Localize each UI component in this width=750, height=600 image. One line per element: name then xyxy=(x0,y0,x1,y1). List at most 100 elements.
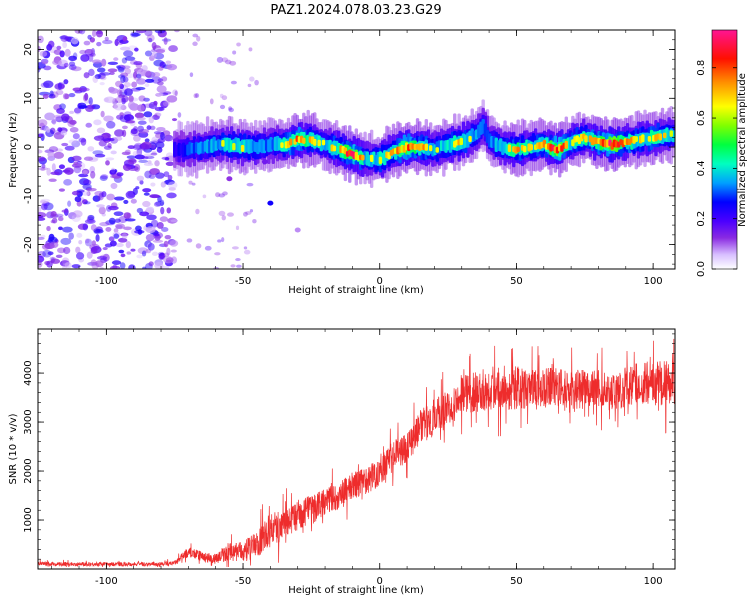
snr-ticks: -100 -50 0 50 100 1000 2000 3000 4000 xyxy=(23,329,675,587)
heatmap-cell xyxy=(160,131,165,140)
heatmap-cell xyxy=(60,130,68,136)
heatmap-cell xyxy=(55,89,64,96)
heatmap-cell xyxy=(108,137,115,142)
heatmap-cell xyxy=(192,33,199,38)
heatmap-cell xyxy=(145,206,155,213)
heatmap-cell xyxy=(157,112,162,117)
heatmap-cell xyxy=(148,174,156,180)
heatmap-cell xyxy=(80,54,90,62)
heatmap-cell xyxy=(104,36,109,41)
heatmap-cell xyxy=(141,156,149,160)
heatmap-cell xyxy=(99,192,104,198)
heatmap-cell xyxy=(73,161,78,166)
x-tick-label: 100 xyxy=(644,276,663,287)
heatmap-cell xyxy=(133,61,143,66)
heatmap-cell xyxy=(99,175,108,181)
heatmap-cell xyxy=(146,125,152,130)
heatmap-cell xyxy=(143,97,150,102)
heatmap-cell xyxy=(50,258,61,264)
heatmap-cell xyxy=(243,211,248,217)
heatmap-cell xyxy=(56,45,62,50)
heatmap-cell xyxy=(88,68,95,77)
heatmap-cell xyxy=(49,90,54,97)
heatmap-cell xyxy=(148,174,155,178)
heatmap-cell xyxy=(167,174,173,181)
heatmap-cell xyxy=(63,178,73,186)
heatmap-cell xyxy=(294,227,301,233)
heatmap-cell xyxy=(114,97,123,104)
heatmap-cell xyxy=(62,263,67,269)
heatmap-cell xyxy=(158,252,166,260)
heatmap-cell xyxy=(138,159,149,163)
heatmap-cell xyxy=(155,141,165,149)
heatmap-cell xyxy=(82,223,88,231)
heatmap-cell xyxy=(136,254,143,259)
heatmap-cell xyxy=(153,201,161,207)
heatmap-cell xyxy=(112,264,118,269)
heatmap-cell xyxy=(246,182,254,187)
heatmap-cell xyxy=(158,65,164,71)
heatmap-cell xyxy=(154,30,166,34)
heatmap-cell xyxy=(96,127,106,134)
heatmap-cell xyxy=(60,237,72,245)
heatmap-cell xyxy=(124,56,136,61)
heatmap-cell xyxy=(81,191,90,196)
heatmap-cell xyxy=(105,160,110,166)
heatmap-cell xyxy=(87,34,92,40)
heatmap-cell xyxy=(209,98,214,105)
heatmap-cell xyxy=(216,56,224,63)
heatmap-cell xyxy=(74,196,82,203)
heatmap-cell xyxy=(38,206,42,213)
heatmap-cell xyxy=(128,95,134,103)
heatmap-cell xyxy=(48,233,55,241)
heatmap-cell xyxy=(107,61,119,65)
heatmap-cell xyxy=(195,243,202,249)
heatmap-cell xyxy=(72,52,78,59)
colorbar-gradient xyxy=(712,30,737,269)
heatmap-cell xyxy=(172,118,178,122)
snr-xlabel: Height of straight line (km) xyxy=(288,585,424,596)
heatmap-cell xyxy=(196,35,201,42)
heatmap-cell xyxy=(86,251,93,259)
heatmap-cell xyxy=(136,148,143,156)
heatmap-cell xyxy=(148,37,153,43)
heatmap-cell xyxy=(38,255,45,263)
heatmap-cell xyxy=(523,145,527,153)
heatmap-cell xyxy=(56,107,65,115)
heatmap-cell xyxy=(71,140,81,148)
heatmap-cell xyxy=(59,50,65,58)
heatmap-cell xyxy=(156,127,166,132)
heatmap-cell xyxy=(68,232,74,240)
colorbar-tick-label: 0.8 xyxy=(696,60,707,76)
heatmap-cell xyxy=(40,234,46,239)
heatmap-cell xyxy=(104,96,116,103)
heatmap-cell xyxy=(137,120,147,125)
heatmap-cell xyxy=(126,251,132,255)
heatmap-cell xyxy=(230,80,237,85)
heatmap-cell xyxy=(134,112,145,119)
heatmap-cell xyxy=(104,243,113,248)
heatmap-cell xyxy=(101,58,107,67)
heatmap-cell xyxy=(163,37,168,45)
heatmap-cell xyxy=(99,72,111,76)
heatmap-cell xyxy=(150,52,157,59)
heatmap-cell xyxy=(120,253,126,258)
heatmap-cell xyxy=(50,219,56,224)
heatmap-cell xyxy=(38,166,49,171)
heatmap-cell xyxy=(54,83,65,90)
heatmap-cell xyxy=(76,200,83,207)
heatmap-cell xyxy=(142,266,147,269)
heatmap-cell xyxy=(72,133,80,140)
heatmap-cell xyxy=(147,242,155,251)
heatmap-cell xyxy=(83,40,91,46)
heatmap-cell xyxy=(109,169,117,175)
heatmap-cell xyxy=(138,95,146,102)
heatmap-cell xyxy=(136,69,146,77)
heatmap-cell xyxy=(149,140,160,144)
heatmap-cell xyxy=(39,50,48,57)
heatmap-cell xyxy=(40,167,46,171)
heatmap-cell xyxy=(61,209,69,213)
heatmap-cell xyxy=(245,211,252,215)
heatmap-cell xyxy=(71,264,81,269)
heatmap-cell xyxy=(75,246,81,254)
